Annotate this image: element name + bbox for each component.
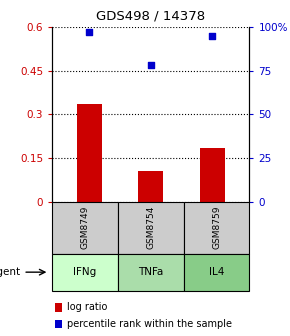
Bar	[55, 320, 62, 329]
Bar	[118, 254, 184, 291]
Text: GSM8759: GSM8759	[212, 206, 221, 249]
Bar	[55, 303, 62, 312]
Bar	[200, 148, 225, 202]
Bar	[52, 202, 118, 254]
Bar	[184, 254, 249, 291]
Text: TNFa: TNFa	[138, 267, 164, 277]
Text: GSM8749: GSM8749	[81, 206, 90, 249]
Title: GDS498 / 14378: GDS498 / 14378	[96, 10, 205, 23]
Text: GSM8754: GSM8754	[146, 206, 155, 249]
Point	[148, 62, 153, 68]
Text: percentile rank within the sample: percentile rank within the sample	[67, 319, 232, 329]
Text: IL4: IL4	[209, 267, 224, 277]
Text: agent: agent	[0, 267, 20, 277]
Point	[87, 30, 92, 35]
Bar	[184, 202, 249, 254]
Point	[210, 33, 215, 38]
Bar	[118, 202, 184, 254]
Text: IFNg: IFNg	[73, 267, 97, 277]
Bar	[139, 171, 163, 202]
Text: log ratio: log ratio	[67, 302, 107, 312]
Bar	[52, 254, 118, 291]
Bar	[77, 104, 102, 202]
